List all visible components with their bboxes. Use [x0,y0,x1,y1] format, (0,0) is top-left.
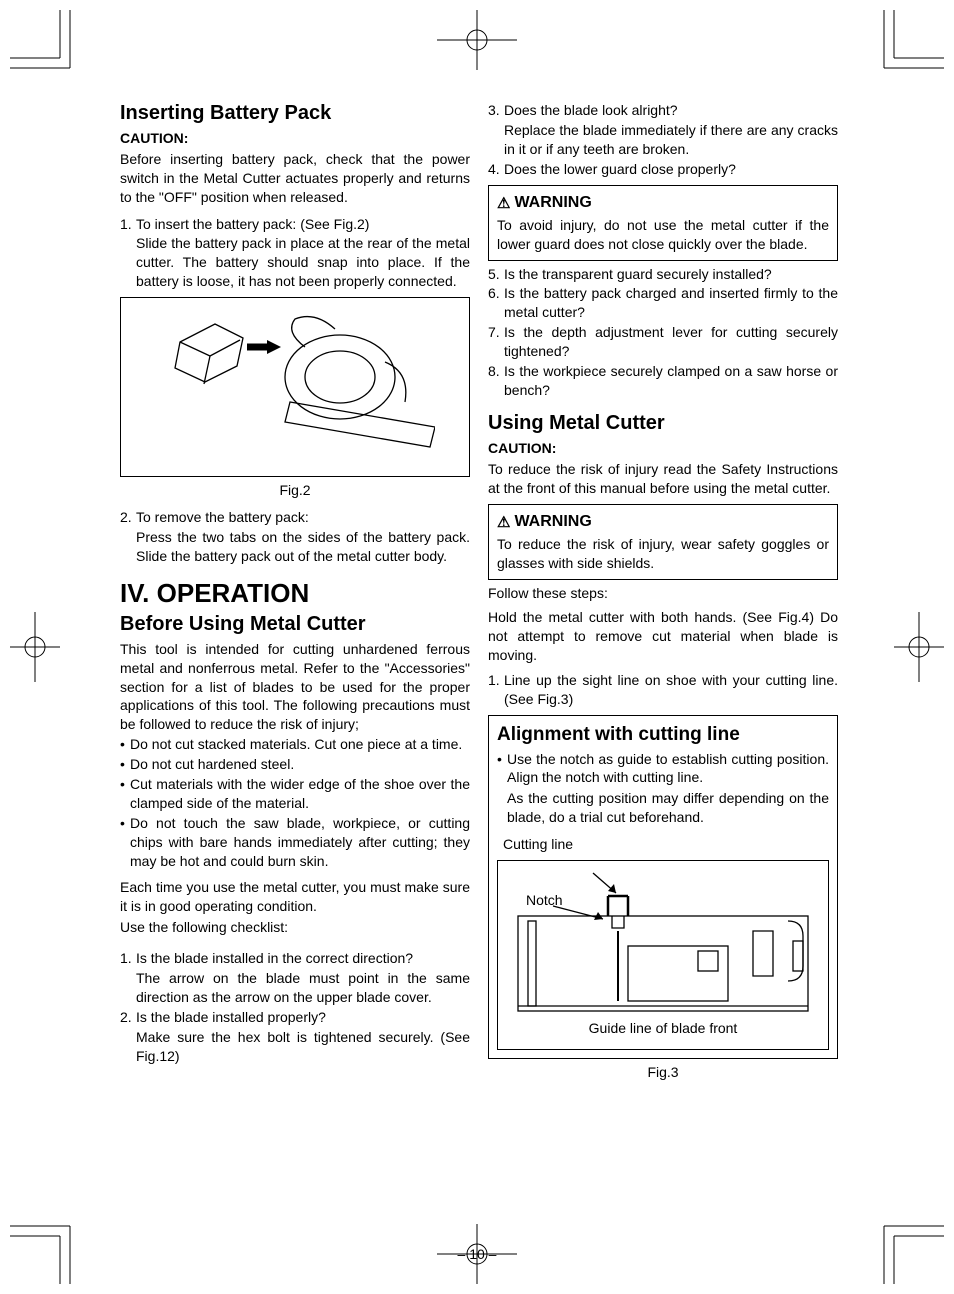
bullet-3: •Cut materials with the wider edge of th… [120,775,470,813]
insert-step-1: 1. To insert the battery pack: (See Fig.… [120,215,470,234]
bullet-2: •Do not cut hardened steel. [120,755,470,774]
insert-step-2: 2. To remove the battery pack: [120,508,470,527]
fig2-svg [155,307,435,467]
figure-3: Notch Guide line of blade front [497,860,829,1050]
check-5: 5.Is the transparent guard securely inst… [488,265,838,284]
page-content: Inserting Battery Pack CAUTION: Before i… [120,100,840,1082]
use-checklist-text: Use the following checklist: [120,918,470,937]
warning-2-text: To reduce the risk of injury, wear safet… [497,535,829,573]
heading-using: Using Metal Cutter [488,410,838,437]
check-3: 3. Does the blade look alright? [488,101,838,120]
check-2: 2. Is the blade installed properly? [120,1008,470,1027]
warning-icon: ⚠ [497,194,510,214]
follow-text: Follow these steps: [488,584,838,603]
left-column: Inserting Battery Pack CAUTION: Before i… [120,100,470,1082]
heading-inserting: Inserting Battery Pack [120,100,470,127]
text: To remove the battery pack: [136,508,470,527]
step-1: 1. Line up the sight line on shoe with y… [488,671,838,709]
num: 2. [120,508,136,527]
alignment-bullet: •Use the notch as guide to establish cut… [497,750,829,788]
fig3-label: Fig.3 [488,1063,838,1082]
caution2-label: CAUTION: [488,439,838,458]
fig3-svg: Notch Guide line of blade front [498,861,828,1049]
each-time-text: Each time you use the metal cutter, you … [120,878,470,916]
label-cutting-line: Cutting line [503,835,829,854]
warning-box-2: ⚠WARNING To reduce the risk of injury, w… [488,504,838,580]
caution-text: Before inserting battery pack, check tha… [120,150,470,207]
hold-text: Hold the metal cutter with both hands. (… [488,608,838,665]
check-4: 4. Does the lower guard close properly? [488,160,838,179]
figure-2 [120,297,470,477]
insert-step-1-detail: Slide the battery pack in place at the r… [136,234,470,291]
alignment-p2: As the cutting position may differ depen… [507,789,829,827]
warning-icon: ⚠ [497,513,510,533]
label-notch: Notch [526,892,563,908]
fig2-label: Fig.2 [120,481,470,500]
warning-box-1: ⚠WARNING To avoid injury, do not use the… [488,185,838,261]
check-1-detail: The arrow on the blade must point in the… [136,969,470,1007]
check-2-detail: Make sure the hex bolt is tightened secu… [136,1028,470,1066]
warning-1-head: ⚠WARNING [497,192,829,214]
check-1: 1. Is the blade installed in the correct… [120,949,470,968]
check-3-detail: Replace the blade immediately if there a… [504,121,838,159]
heading-before: Before Using Metal Cutter [120,611,470,638]
bullet-1: •Do not cut stacked materials. Cut one p… [120,735,470,754]
right-column: 3. Does the blade look alright? Replace … [488,100,838,1082]
text: To insert the battery pack: (See Fig.2) [136,215,470,234]
bullet-4: •Do not touch the saw blade, workpiece, … [120,814,470,871]
warning-1-text: To avoid injury, do not use the metal cu… [497,216,829,254]
alignment-heading: Alignment with cutting line [497,722,829,748]
check-7: 7.Is the depth adjustment lever for cutt… [488,323,838,361]
num: 1. [120,215,136,234]
check-6: 6.Is the battery pack charged and insert… [488,284,838,322]
alignment-box: Alignment with cutting line •Use the not… [488,715,838,1059]
insert-step-2-detail: Press the two tabs on the sides of the b… [136,528,470,566]
warning-2-head: ⚠WARNING [497,511,829,533]
heading-operation: IV. OPERATION [120,576,470,611]
page-number: – 10 – [0,1245,954,1264]
before-text: This tool is intended for cutting unhard… [120,640,470,734]
check-8: 8.Is the workpiece securely clamped on a… [488,362,838,400]
label-guide: Guide line of blade front [589,1020,738,1036]
caution2-text: To reduce the risk of injury read the Sa… [488,460,838,498]
caution-label: CAUTION: [120,129,470,148]
